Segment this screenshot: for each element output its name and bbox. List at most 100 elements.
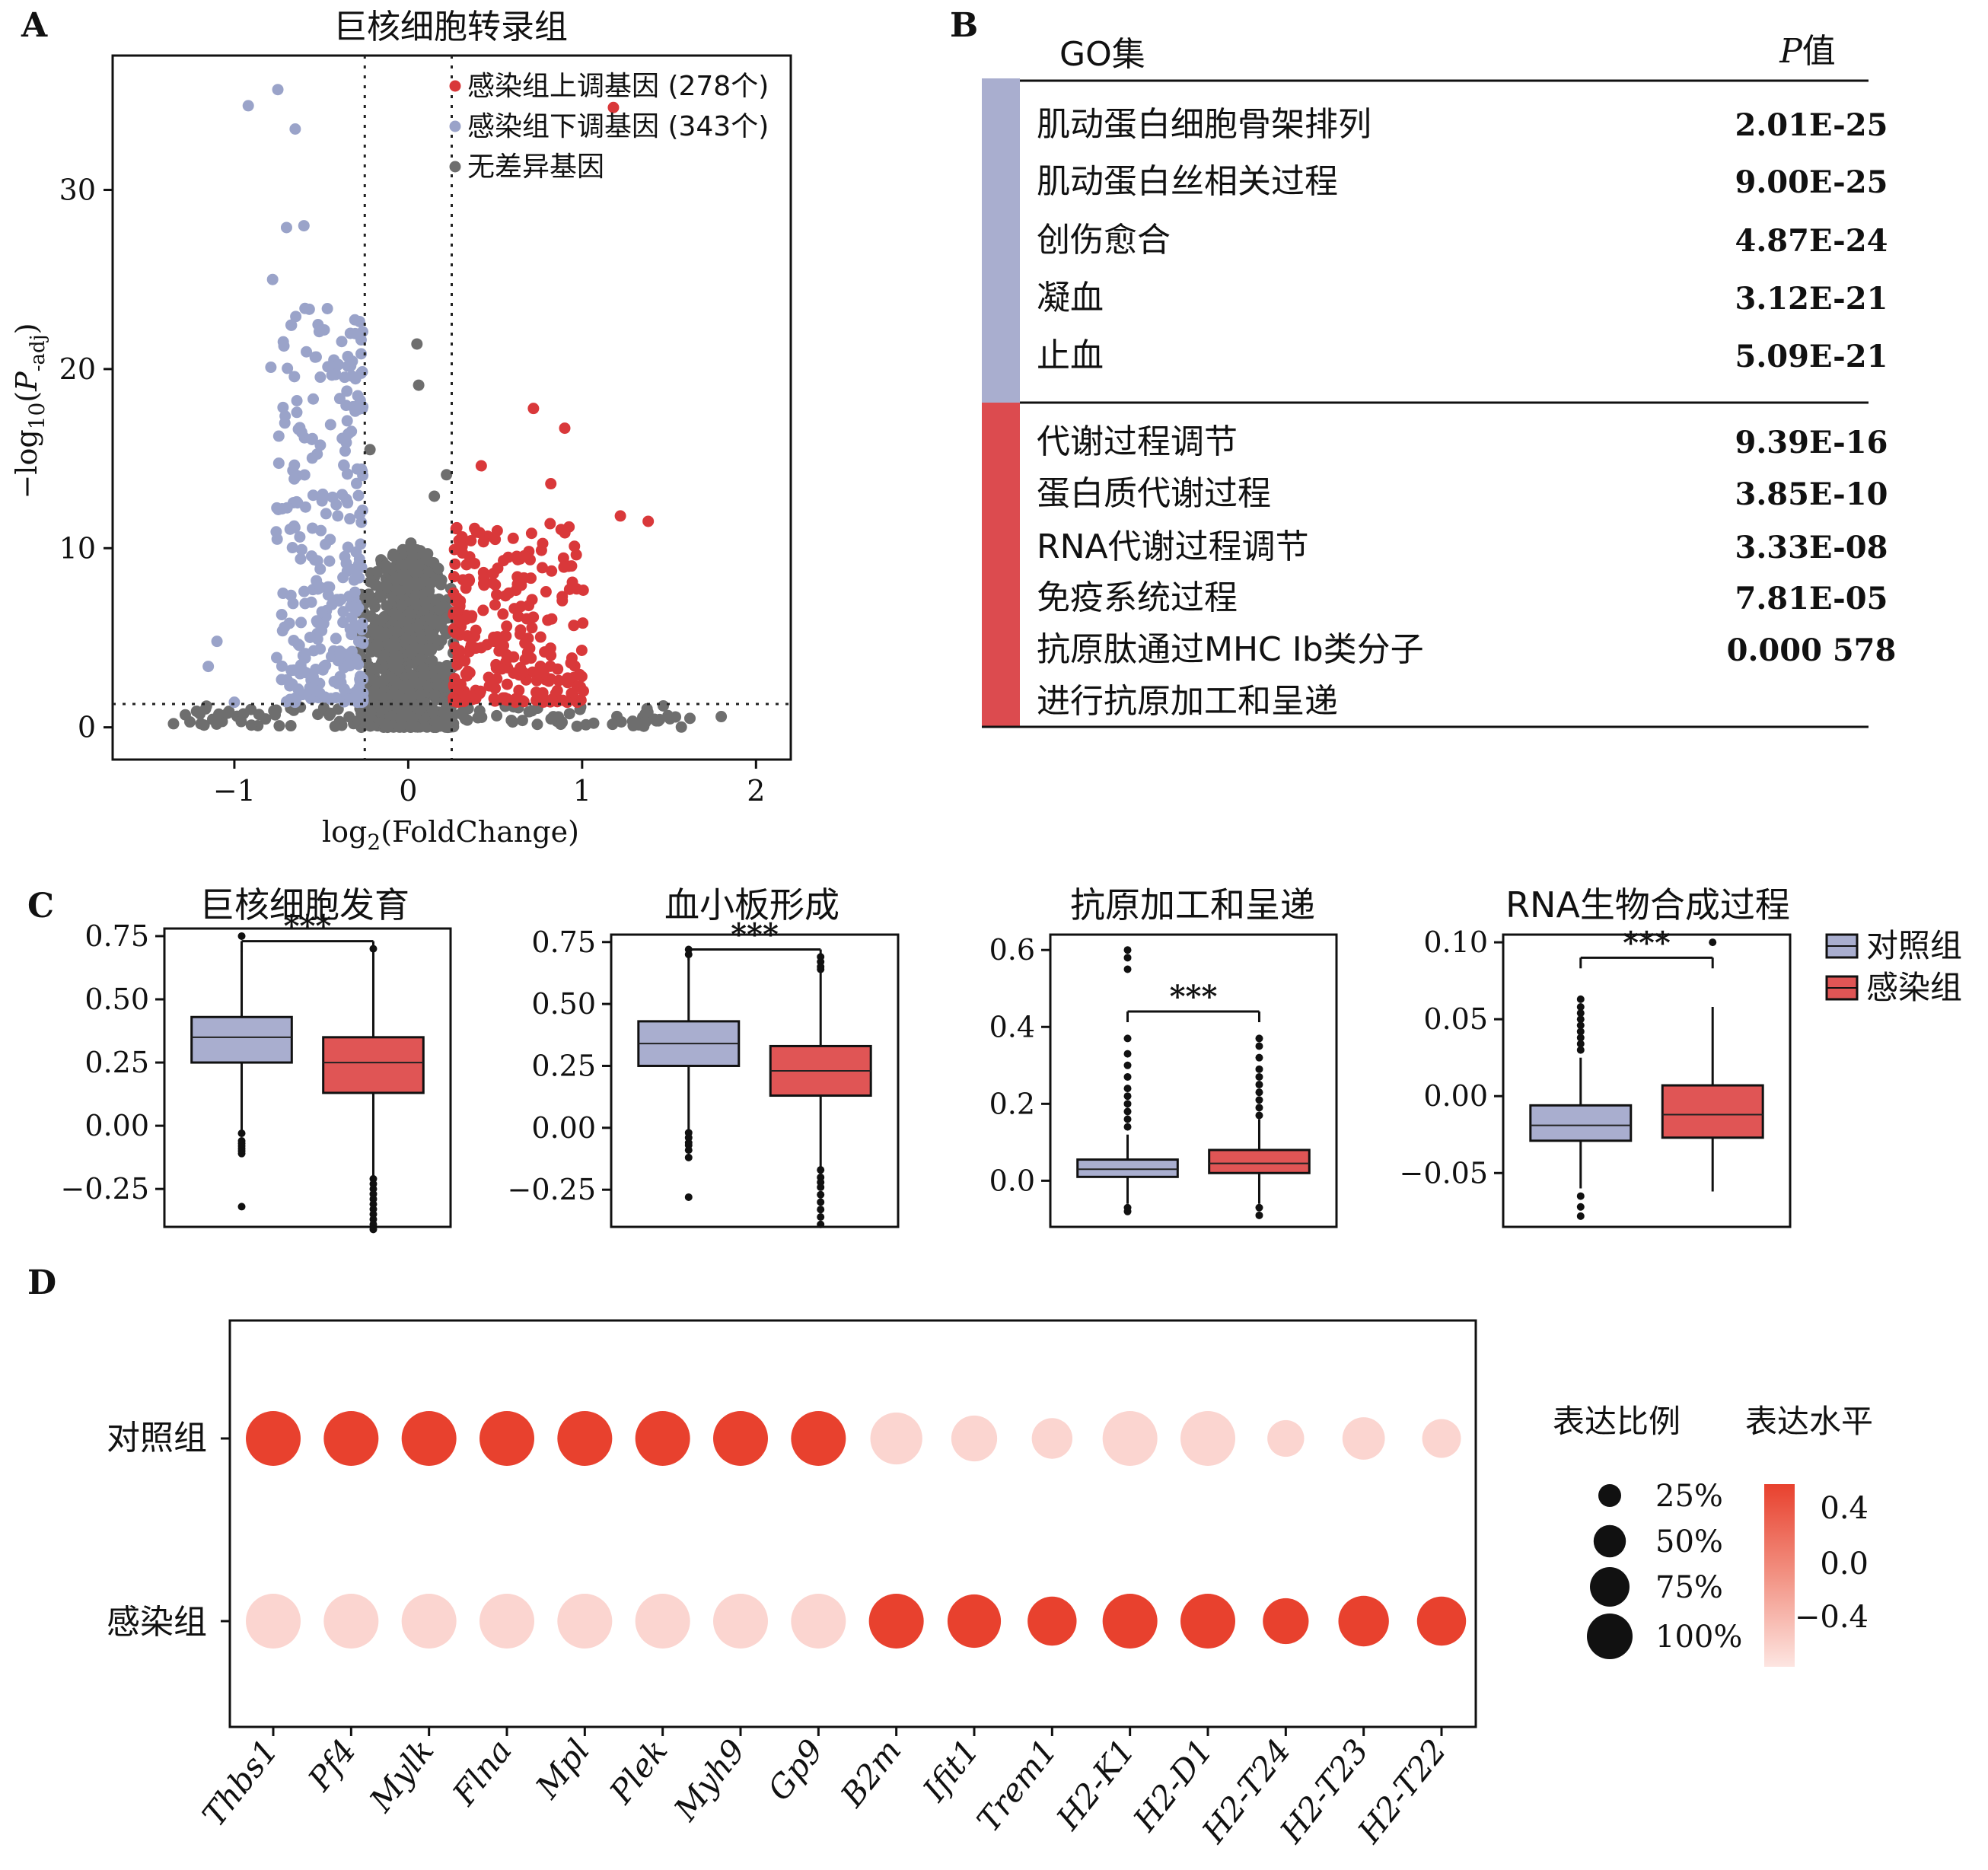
size-legend-label: 75% [1655,1570,1723,1605]
outlier [1576,1040,1585,1048]
dot-Flna [479,1594,534,1649]
point-up [577,617,589,629]
dot-H2-T22 [1422,1419,1461,1458]
point-highlight [607,101,620,113]
outlier [237,1149,246,1158]
box-plot-title: 巨核细胞发育 [199,884,409,925]
dot-H2-K1 [1102,1594,1158,1649]
outlier [1255,1211,1263,1219]
dot-Myh9 [713,1411,768,1466]
point-up [526,622,538,634]
go-rows: 肌动蛋白细胞骨架排列 2.01E-25 肌动蛋白丝相关过程 9.00E-25 创伤愈合 4… [1037,105,1896,721]
outlier [1576,1009,1585,1018]
point-down [325,651,337,663]
go-table: GO集 P值 肌动蛋白细胞骨架排列 2.01E-25 肌动蛋白丝相关过程 9.00E-… [982,32,1896,728]
point-down [357,637,369,649]
outlier [817,1206,825,1214]
point-up [513,684,525,696]
outlier [684,1146,693,1155]
point-up [460,690,472,702]
point-down [332,510,344,522]
legend-label: 无差异基因 [467,151,604,183]
dot-B2m [868,1594,924,1649]
point-down [276,625,288,637]
color-legend-label: −0.4 [1795,1600,1869,1635]
legend-marker [449,120,461,132]
go-col-header-term: GO集 [1059,35,1145,74]
outlier [1255,1111,1263,1120]
volcano-legend: 感染组上调基因 (278个) 感染组下调基因 (343个) 无差异基因 [449,71,769,183]
box-plot-title: 血小板形成 [664,884,839,925]
point-down [279,410,292,422]
color-legend: 0.4 0.0 −0.4 [1795,1491,1869,1635]
volcano-xlabel: log2(FoldChange) [322,815,579,855]
point-nodiff [419,549,431,561]
point-down [271,533,283,545]
volcano-ylabel: −log10(P-adj) [10,323,49,499]
point-down [286,693,298,706]
y-tick-label: −0.25 [508,1173,596,1206]
outlier [1255,1088,1263,1097]
point-nodiff [662,709,674,722]
outlier [1255,1034,1263,1043]
point-down [336,336,348,348]
outlier [1255,1104,1263,1112]
gene-label: Gp9 [760,1732,830,1808]
point-nodiff [404,722,416,734]
point-highlight [413,379,425,391]
point-down [278,340,290,352]
point-up [521,646,534,658]
dot-Plek [635,1594,690,1649]
outlier [1123,965,1132,973]
point-nodiff [441,718,453,730]
point-nodiff [206,713,218,725]
point-nodiff [323,709,336,722]
point-nodiff [420,668,432,680]
dot-Mylk [401,1594,457,1649]
point-nodiff [379,560,391,572]
point-down [340,436,352,448]
point-up [535,544,547,556]
point-nodiff [245,719,257,731]
point-nodiff [381,580,393,592]
dot-H2-T24 [1263,1598,1309,1645]
point-up [552,663,564,675]
point-nodiff [476,711,488,723]
outlier [1576,995,1585,1003]
point-nodiff [563,708,575,720]
point-nodiff [409,566,422,578]
gene-label: Trem1 [970,1732,1064,1839]
point-nodiff [199,702,212,715]
point-up [460,559,473,571]
y-tick-label: 0.05 [1423,1002,1488,1036]
point-nodiff [375,704,387,716]
gene-label: B2m [833,1732,908,1814]
point-nodiff [414,689,426,701]
point-down [349,620,362,632]
point-up [487,577,499,589]
point-down [292,497,304,509]
point-down [272,457,285,470]
point-nodiff [396,712,408,724]
point-up [457,547,469,559]
point-nodiff [190,706,202,718]
point-nodiff [329,720,341,732]
x-tick-label: 0 [399,774,417,808]
size-legend-dot [1590,1567,1630,1607]
dot-Gp9 [791,1594,846,1649]
point-up [540,586,552,598]
size-legend-dot [1598,1484,1621,1507]
dot-Trem1 [1031,1418,1073,1459]
outlier [1255,1042,1263,1050]
point-up [450,627,462,639]
point-nodiff [434,604,446,616]
size-legend-title: 表达比例 [1553,1403,1681,1440]
point-down [276,674,288,686]
point-up [498,555,510,567]
point-down [349,586,361,598]
point-down [352,602,365,614]
point-nodiff [414,642,426,654]
point-nodiff [391,691,403,703]
point-nodiff [419,595,431,607]
outlier [1576,1034,1585,1042]
